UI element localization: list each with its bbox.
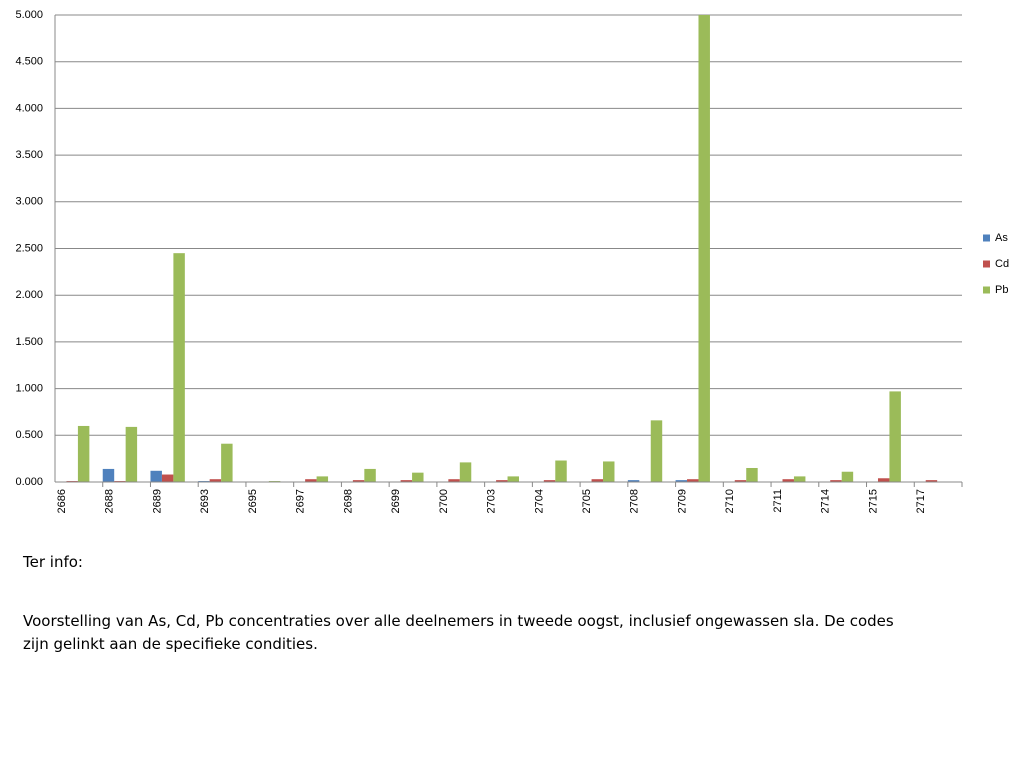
x-tick-label: 2695 (247, 489, 259, 513)
y-tick-label: 3.000 (15, 196, 43, 208)
x-tick-label: 2703 (486, 489, 498, 513)
bar (125, 426, 138, 482)
bar (496, 480, 508, 482)
bar (507, 476, 520, 482)
note-body: Voorstelling van As, Cd, Pb concentratie… (23, 612, 894, 653)
bar (305, 479, 317, 482)
x-tick-label: 2686 (56, 489, 68, 513)
y-tick-label: 1.500 (15, 336, 43, 348)
y-tick-label: 0.000 (15, 476, 43, 488)
bar (412, 472, 424, 482)
legend-label: As (995, 232, 1008, 244)
bar (102, 468, 115, 482)
bar (698, 15, 710, 482)
x-tick-label: 2711 (772, 489, 784, 513)
x-tick-label: 2699 (390, 489, 402, 513)
x-tick-label: 2704 (533, 489, 545, 513)
bar (352, 480, 365, 482)
bar (173, 253, 185, 482)
bar (150, 470, 162, 482)
bar (161, 474, 174, 482)
y-tick-label: 3.500 (15, 149, 43, 161)
legend-label: Cd (995, 258, 1009, 270)
bar (591, 479, 604, 482)
x-tick-label: 2715 (867, 489, 879, 513)
bar (889, 391, 901, 482)
x-tick-label: 2689 (151, 489, 163, 513)
bar (209, 479, 222, 482)
y-tick-label: 0.500 (15, 429, 43, 441)
bar (627, 480, 640, 482)
bar (830, 480, 842, 482)
bar (603, 461, 615, 482)
bar (543, 480, 556, 482)
x-tick-label: 2714 (820, 489, 832, 513)
bar (877, 478, 890, 482)
x-tick-label: 2693 (199, 489, 211, 513)
x-tick-label: 2710 (724, 489, 736, 513)
bar (925, 480, 938, 482)
bar (77, 425, 90, 482)
bar (400, 480, 413, 482)
x-tick-label: 2698 (342, 489, 354, 513)
legend-swatch (983, 286, 990, 294)
bar (459, 462, 472, 482)
bar (221, 443, 233, 482)
bar (746, 467, 758, 482)
chart: 0.000 0.500 1.000 1.500 2.000 2.500 3.000 3.500… (15, 9, 1009, 514)
y-tick-label: 2.500 (15, 242, 43, 254)
x-tick-label: 2700 (438, 489, 450, 513)
legend-swatch (983, 234, 990, 242)
bar (675, 480, 688, 482)
x-tick-label: 2697 (295, 489, 307, 513)
bar (448, 479, 460, 482)
legend-swatch (983, 260, 990, 268)
bar (364, 468, 376, 482)
y-tick-label: 5.000 (15, 9, 43, 21)
bar (555, 460, 567, 482)
bar (687, 479, 699, 482)
y-tick-label: 2.000 (15, 289, 43, 301)
y-tick-label: 4.500 (15, 56, 43, 68)
bar (841, 471, 854, 482)
bar (782, 479, 794, 482)
x-tick-label: 2688 (104, 489, 116, 513)
note-heading: Ter info: (23, 553, 83, 571)
y-tick-label: 1.000 (15, 383, 43, 395)
x-tick-label: 2705 (581, 489, 593, 513)
x-tick-label: 2717 (915, 489, 927, 513)
legend-label: Pb (995, 284, 1008, 296)
bar (650, 420, 663, 482)
bar (793, 476, 806, 482)
y-tick-label: 4.000 (15, 102, 43, 114)
x-tick-label: 2708 (629, 489, 641, 513)
bar (734, 480, 747, 482)
x-tick-label: 2709 (676, 489, 688, 513)
bar (316, 476, 329, 482)
